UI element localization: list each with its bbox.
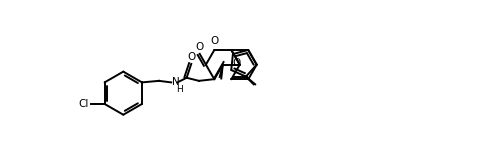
Text: H: H bbox=[177, 85, 184, 94]
Text: O: O bbox=[233, 58, 241, 68]
Text: N: N bbox=[172, 77, 180, 87]
Text: Cl: Cl bbox=[79, 99, 89, 109]
Text: O: O bbox=[195, 42, 204, 52]
Text: O: O bbox=[187, 52, 195, 62]
Text: O: O bbox=[210, 36, 218, 46]
